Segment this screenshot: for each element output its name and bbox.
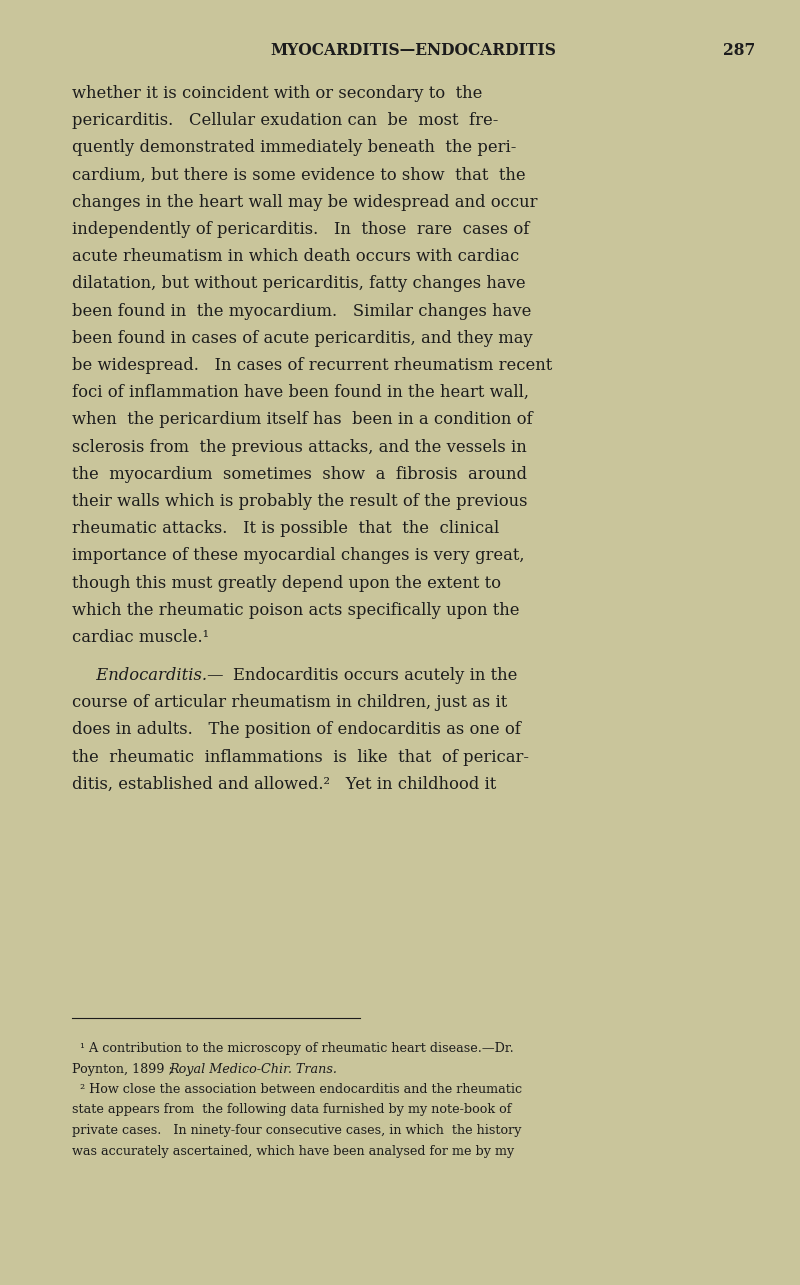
Text: state appears from  the following data furnished by my note-book of: state appears from the following data fu…	[72, 1104, 511, 1117]
Text: ditis, established and allowed.²   Yet in childhood it: ditis, established and allowed.² Yet in …	[72, 776, 496, 793]
Text: which the rheumatic poison acts specifically upon the: which the rheumatic poison acts specific…	[72, 601, 519, 619]
Text: though this must greatly depend upon the extent to: though this must greatly depend upon the…	[72, 574, 501, 591]
Text: the  myocardium  sometimes  show  a  fibrosis  around: the myocardium sometimes show a fibrosis…	[72, 465, 527, 483]
Text: private cases.   In ninety-four consecutive cases, in which  the history: private cases. In ninety-four consecutiv…	[72, 1124, 522, 1137]
Text: ¹ A contribution to the microscopy of rheumatic heart disease.—Dr.: ¹ A contribution to the microscopy of rh…	[72, 1042, 514, 1055]
Text: pericarditis.   Cellular exudation can  be  most  fre-: pericarditis. Cellular exudation can be …	[72, 112, 498, 130]
Text: changes in the heart wall may be widespread and occur: changes in the heart wall may be widespr…	[72, 194, 538, 211]
Text: been found in  the myocardium.   Similar changes have: been found in the myocardium. Similar ch…	[72, 302, 531, 320]
Text: was accurately ascertained, which have been analysed for me by my: was accurately ascertained, which have b…	[72, 1145, 514, 1158]
Text: quently demonstrated immediately beneath  the peri-: quently demonstrated immediately beneath…	[72, 139, 516, 157]
Text: dilatation, but without pericarditis, fatty changes have: dilatation, but without pericarditis, fa…	[72, 275, 526, 293]
Text: be widespread.   In cases of recurrent rheumatism recent: be widespread. In cases of recurrent rhe…	[72, 357, 552, 374]
Text: cardium, but there is some evidence to show  that  the: cardium, but there is some evidence to s…	[72, 167, 526, 184]
Text: does in adults.   The position of endocarditis as one of: does in adults. The position of endocard…	[72, 721, 521, 739]
Text: importance of these myocardial changes is very great,: importance of these myocardial changes i…	[72, 547, 525, 564]
Text: their walls which is probably the result of the previous: their walls which is probably the result…	[72, 493, 527, 510]
Text: been found in cases of acute pericarditis, and they may: been found in cases of acute pericarditi…	[72, 330, 533, 347]
Text: independently of pericarditis.   In  those  rare  cases of: independently of pericarditis. In those …	[72, 221, 530, 238]
Text: whether it is coincident with or secondary to  the: whether it is coincident with or seconda…	[72, 85, 482, 102]
Text: Endocarditis.—: Endocarditis.—	[72, 667, 223, 684]
Text: Royal Medico-Chir. Trans.: Royal Medico-Chir. Trans.	[169, 1063, 337, 1076]
Text: course of articular rheumatism in children, just as it: course of articular rheumatism in childr…	[72, 694, 507, 712]
Text: MYOCARDITIS—ENDOCARDITIS: MYOCARDITIS—ENDOCARDITIS	[270, 42, 557, 59]
Text: rheumatic attacks.   It is possible  that  the  clinical: rheumatic attacks. It is possible that t…	[72, 520, 499, 537]
Text: the  rheumatic  inflammations  is  like  that  of pericar-: the rheumatic inflammations is like that…	[72, 749, 529, 766]
Text: Endocarditis occurs acutely in the: Endocarditis occurs acutely in the	[234, 667, 518, 684]
Text: 287: 287	[722, 42, 755, 59]
Text: sclerosis from  the previous attacks, and the vessels in: sclerosis from the previous attacks, and…	[72, 438, 526, 456]
Text: cardiac muscle.¹: cardiac muscle.¹	[72, 628, 209, 646]
Text: foci of inflammation have been found in the heart wall,: foci of inflammation have been found in …	[72, 384, 529, 401]
Text: ² How close the association between endocarditis and the rheumatic: ² How close the association between endo…	[72, 1083, 522, 1096]
Text: when  the pericardium itself has  been in a condition of: when the pericardium itself has been in …	[72, 411, 533, 428]
Text: acute rheumatism in which death occurs with cardiac: acute rheumatism in which death occurs w…	[72, 248, 519, 265]
Text: Poynton, 1899 ;: Poynton, 1899 ;	[72, 1063, 181, 1076]
